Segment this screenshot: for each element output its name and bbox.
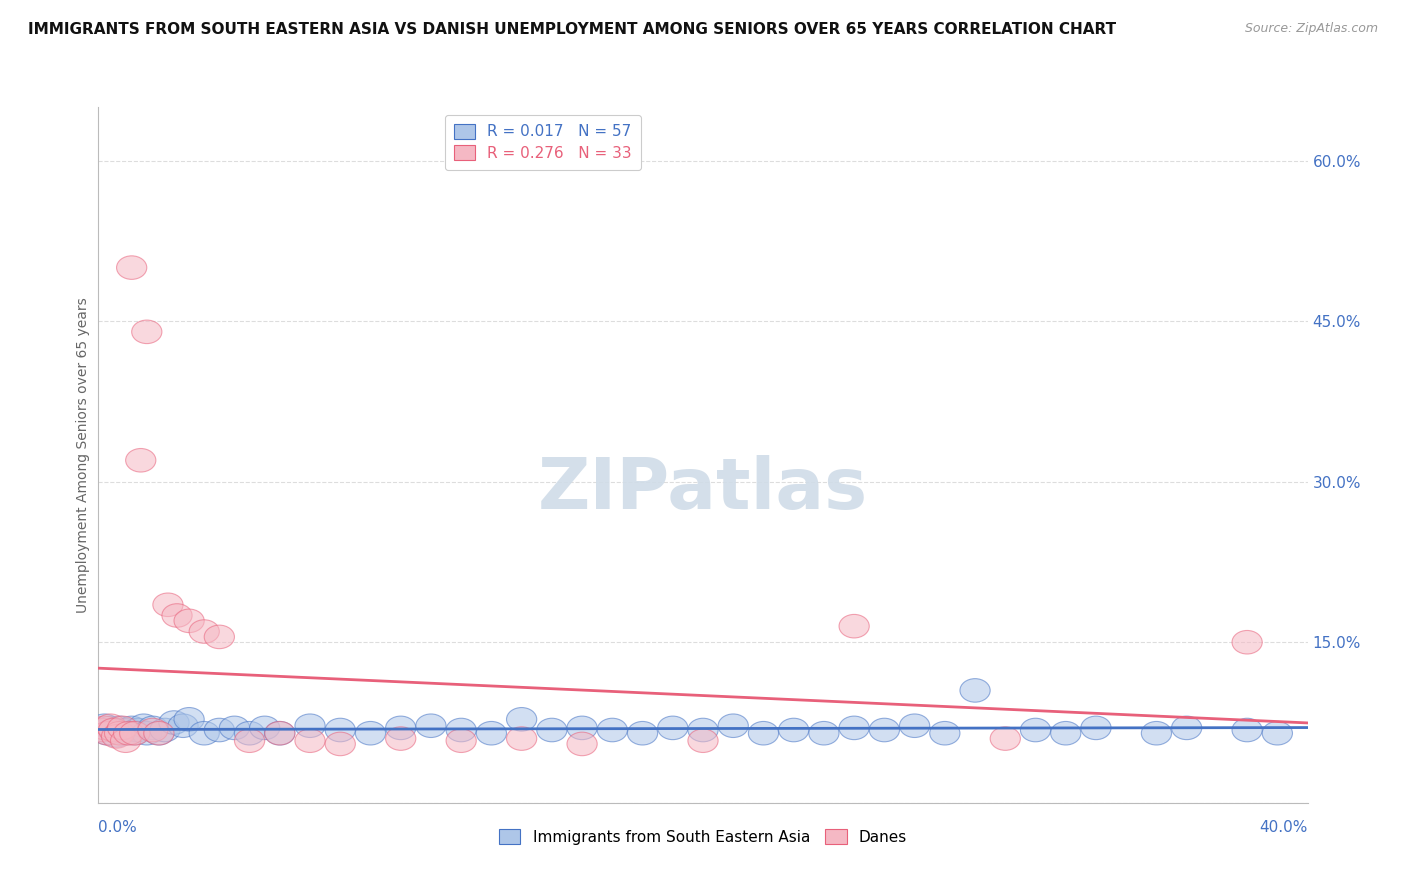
Ellipse shape bbox=[506, 707, 537, 731]
Y-axis label: Unemployment Among Seniors over 65 years: Unemployment Among Seniors over 65 years bbox=[76, 297, 90, 613]
Ellipse shape bbox=[325, 718, 356, 742]
Ellipse shape bbox=[808, 722, 839, 745]
Ellipse shape bbox=[138, 718, 167, 742]
Ellipse shape bbox=[869, 718, 900, 742]
Ellipse shape bbox=[90, 716, 120, 739]
Ellipse shape bbox=[174, 609, 204, 632]
Legend: Immigrants from South Eastern Asia, Danes: Immigrants from South Eastern Asia, Dane… bbox=[494, 823, 912, 851]
Ellipse shape bbox=[93, 722, 122, 745]
Ellipse shape bbox=[150, 718, 180, 742]
Ellipse shape bbox=[839, 716, 869, 739]
Ellipse shape bbox=[1232, 631, 1263, 654]
Ellipse shape bbox=[96, 716, 125, 739]
Ellipse shape bbox=[446, 729, 477, 753]
Ellipse shape bbox=[120, 722, 150, 745]
Ellipse shape bbox=[190, 620, 219, 643]
Ellipse shape bbox=[117, 716, 146, 739]
Ellipse shape bbox=[122, 718, 153, 742]
Ellipse shape bbox=[1021, 718, 1050, 742]
Ellipse shape bbox=[86, 718, 117, 742]
Ellipse shape bbox=[101, 724, 132, 748]
Ellipse shape bbox=[477, 722, 506, 745]
Ellipse shape bbox=[98, 718, 129, 742]
Ellipse shape bbox=[658, 716, 688, 739]
Ellipse shape bbox=[90, 714, 120, 738]
Ellipse shape bbox=[107, 716, 138, 739]
Ellipse shape bbox=[104, 722, 135, 745]
Ellipse shape bbox=[718, 714, 748, 738]
Ellipse shape bbox=[204, 718, 235, 742]
Ellipse shape bbox=[839, 615, 869, 638]
Ellipse shape bbox=[132, 320, 162, 343]
Ellipse shape bbox=[235, 722, 264, 745]
Ellipse shape bbox=[385, 727, 416, 750]
Ellipse shape bbox=[295, 729, 325, 753]
Ellipse shape bbox=[537, 718, 567, 742]
Ellipse shape bbox=[174, 707, 204, 731]
Ellipse shape bbox=[627, 722, 658, 745]
Ellipse shape bbox=[129, 714, 159, 738]
Ellipse shape bbox=[111, 729, 141, 753]
Ellipse shape bbox=[748, 722, 779, 745]
Ellipse shape bbox=[295, 714, 325, 738]
Ellipse shape bbox=[900, 714, 929, 738]
Ellipse shape bbox=[250, 716, 280, 739]
Ellipse shape bbox=[138, 716, 167, 739]
Ellipse shape bbox=[264, 722, 295, 745]
Ellipse shape bbox=[960, 679, 990, 702]
Ellipse shape bbox=[190, 722, 219, 745]
Ellipse shape bbox=[779, 718, 808, 742]
Text: 0.0%: 0.0% bbox=[98, 821, 138, 835]
Text: ZIPatlas: ZIPatlas bbox=[538, 455, 868, 524]
Ellipse shape bbox=[506, 727, 537, 750]
Ellipse shape bbox=[688, 718, 718, 742]
Ellipse shape bbox=[1142, 722, 1171, 745]
Ellipse shape bbox=[120, 722, 150, 745]
Ellipse shape bbox=[114, 722, 143, 745]
Ellipse shape bbox=[132, 722, 162, 745]
Ellipse shape bbox=[688, 729, 718, 753]
Ellipse shape bbox=[162, 604, 193, 627]
Ellipse shape bbox=[567, 716, 598, 739]
Ellipse shape bbox=[111, 722, 141, 745]
Ellipse shape bbox=[101, 723, 132, 747]
Ellipse shape bbox=[125, 449, 156, 472]
Ellipse shape bbox=[96, 714, 125, 738]
Ellipse shape bbox=[1263, 722, 1292, 745]
Ellipse shape bbox=[1232, 718, 1263, 742]
Ellipse shape bbox=[159, 711, 188, 734]
Ellipse shape bbox=[235, 729, 264, 753]
Ellipse shape bbox=[929, 722, 960, 745]
Ellipse shape bbox=[86, 718, 117, 742]
Ellipse shape bbox=[98, 718, 129, 742]
Ellipse shape bbox=[990, 727, 1021, 750]
Ellipse shape bbox=[114, 718, 143, 742]
Ellipse shape bbox=[107, 718, 138, 742]
Ellipse shape bbox=[1171, 716, 1202, 739]
Ellipse shape bbox=[446, 718, 477, 742]
Ellipse shape bbox=[598, 718, 627, 742]
Text: 40.0%: 40.0% bbox=[1260, 821, 1308, 835]
Ellipse shape bbox=[153, 593, 183, 616]
Ellipse shape bbox=[104, 716, 135, 739]
Ellipse shape bbox=[416, 714, 446, 738]
Ellipse shape bbox=[117, 256, 146, 279]
Text: Source: ZipAtlas.com: Source: ZipAtlas.com bbox=[1244, 22, 1378, 36]
Ellipse shape bbox=[385, 716, 416, 739]
Ellipse shape bbox=[264, 722, 295, 745]
Ellipse shape bbox=[167, 714, 198, 738]
Ellipse shape bbox=[93, 722, 122, 745]
Ellipse shape bbox=[143, 722, 174, 745]
Ellipse shape bbox=[567, 732, 598, 756]
Text: IMMIGRANTS FROM SOUTH EASTERN ASIA VS DANISH UNEMPLOYMENT AMONG SENIORS OVER 65 : IMMIGRANTS FROM SOUTH EASTERN ASIA VS DA… bbox=[28, 22, 1116, 37]
Ellipse shape bbox=[1081, 716, 1111, 739]
Ellipse shape bbox=[219, 716, 250, 739]
Ellipse shape bbox=[356, 722, 385, 745]
Ellipse shape bbox=[1050, 722, 1081, 745]
Ellipse shape bbox=[325, 732, 356, 756]
Ellipse shape bbox=[143, 722, 174, 745]
Ellipse shape bbox=[204, 625, 235, 648]
